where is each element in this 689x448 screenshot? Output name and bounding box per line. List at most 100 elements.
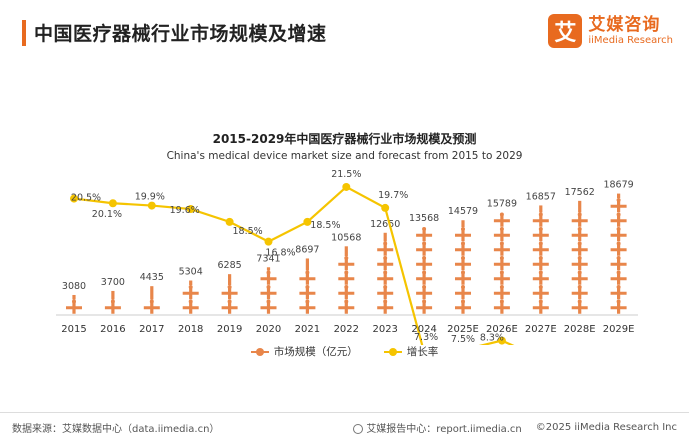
bar-icon-partial [266,267,271,271]
bar-icon-head [577,299,582,304]
bar-icon-head [616,270,621,275]
bar-icon [493,301,510,314]
growth-label: 7.3% [414,332,438,343]
report-center-text: 艾媒报告中心：report.iimedia.cn [366,424,522,435]
bar-icon-head [577,255,582,260]
legend-item-growth: 增长率 [383,344,438,359]
bar-icon-head [538,255,543,260]
bar-icon-head [344,299,349,304]
legend-dot [388,347,397,356]
bar-icon-head [616,255,621,260]
logo-name-en: iiMedia Research [588,34,673,46]
growth-label: 8.3% [480,333,504,344]
bar-icon-head [422,284,427,289]
bar-icon-head [499,226,504,231]
x-tick-label: 2017 [139,324,164,335]
growth-label: 7.5% [451,334,475,345]
bar-icon-head [577,212,582,217]
bar-icon [610,301,627,314]
growth-point [108,199,117,208]
bar-icon-head [461,299,465,304]
bar-icon-head [383,255,388,260]
bar-2028E [571,200,588,314]
bar-icon-head [149,299,154,304]
bar-icon [338,272,355,285]
growth-point [497,336,506,345]
bar-icon-partial [461,220,465,227]
bar-icon-head [227,284,232,289]
x-tick-label: 2026E [486,324,518,335]
bar-icon [143,301,160,314]
bar-2017 [143,286,160,314]
growth-label: 19.6% [170,205,200,216]
bar-icon [493,214,510,227]
growth-label: 16.8% [265,248,295,259]
bar-icon-head [616,226,621,231]
bar-icon [455,301,471,314]
bar-icon [416,272,433,285]
bar-icon-head [499,255,504,260]
bar-icon [571,229,588,242]
bar-icon [532,214,549,227]
growth-point [303,217,312,226]
bar-value-label: 17562 [565,187,595,198]
bar-icon [338,258,355,271]
bar-2015 [66,294,82,314]
x-tick-label: 2020 [256,324,281,335]
title-accent-bar [22,20,26,46]
chart-title: 2015-2029年中国医疗器械行业市场规模及预测 [212,132,477,146]
bar-icon [377,258,394,271]
growth-label: 19.9% [135,192,165,203]
x-tick-label: 2025E [447,324,479,335]
growth-label: 18.5% [310,220,340,231]
bar-icon-head [344,270,349,275]
bar-icon-head [616,197,621,202]
bar-value-label: 8697 [295,244,319,255]
bar-icon-partial [305,258,309,271]
bar-value-label: 3700 [101,277,125,288]
brand-logo: 艾 艾媒咨询 iiMedia Research [548,14,673,48]
bar-icon [532,272,549,285]
bar-icon [610,214,627,227]
globe-icon [353,424,364,434]
bar-icon [416,287,433,300]
bar-2025E [455,220,471,314]
x-tick-label: 2021 [295,324,320,335]
bar-icon-partial [111,290,115,300]
bar-icon-head [383,241,388,246]
bar-value-label: 3080 [62,281,86,292]
bar-2029E [610,193,627,314]
bar-icon-head [538,226,543,231]
legend-dot [255,347,264,356]
bar-icon-head [383,270,388,275]
chart-canvas: 3080 3700 4435 5304 6285 7341 8697 10568 12650 13… [56,169,638,345]
bar-2027E [532,205,549,314]
bar-icon [377,243,394,256]
bar-2016 [104,290,121,314]
bar-icon-partial [228,274,232,285]
x-tick-label: 2019 [217,324,242,335]
bar-icon-head [499,270,504,275]
bar-icon [610,200,627,213]
bar-icon [493,229,510,242]
bar-icon [104,301,121,314]
bar-icon [377,301,394,314]
bar-value-label: 12650 [370,219,400,230]
growth-label: 19.7% [378,190,408,201]
x-tick-label: 2022 [334,324,359,335]
chart-subtitle: China's medical device market size and f… [166,150,523,162]
bar-value-label: 10568 [331,232,361,243]
bar-icon [416,258,433,271]
bar-icon-partial [383,232,387,242]
bar-icon-partial [150,286,154,300]
page-title: 中国医疗器械行业市场规模及增速 [34,23,327,45]
bar-value-label: 18679 [603,180,633,191]
growth-point [225,217,234,226]
bar-icon [260,301,277,314]
bar-icon-head [422,226,427,231]
bar-icon [338,301,355,314]
growth-point [70,194,78,203]
bar-icon [571,272,588,285]
bar-value-label: 4435 [140,272,164,283]
bar-icon-head [499,284,504,289]
